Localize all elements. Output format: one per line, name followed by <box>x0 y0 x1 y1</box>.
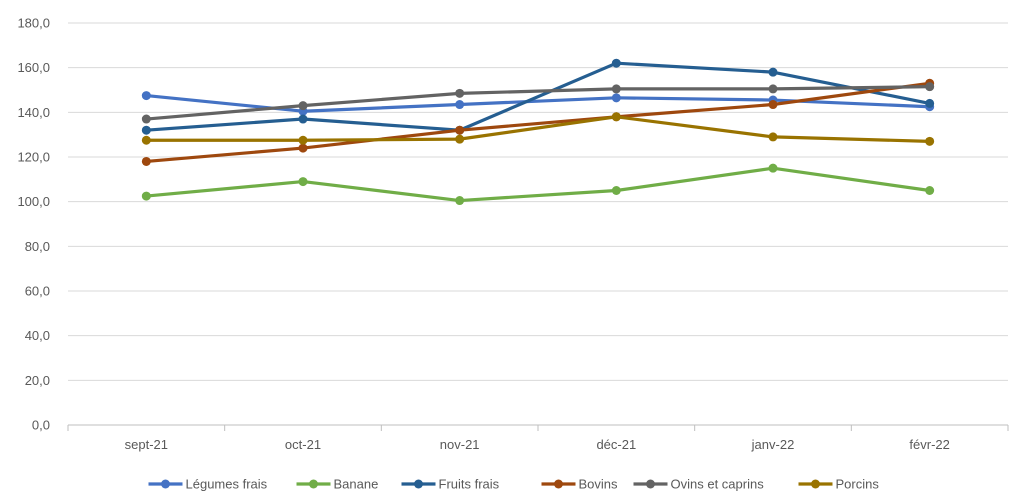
legend-label: Banane <box>334 477 379 492</box>
data-point <box>611 93 621 103</box>
series-line <box>144 85 932 121</box>
data-point <box>768 163 778 173</box>
legend-item: Fruits frais <box>401 477 500 492</box>
y-tick-label: 180,0 <box>17 16 50 31</box>
series-line <box>144 81 932 164</box>
legend-item: Bovins <box>541 477 619 492</box>
data-point <box>611 112 621 122</box>
series-line <box>144 61 932 132</box>
legend-item: Ovins et caprins <box>633 477 765 492</box>
y-tick-label: 120,0 <box>17 150 50 165</box>
axis-layer: 0,0 20,0 40,0 60,0 80,0 100,0 120,0 140,0 160,0 1… <box>17 16 1009 452</box>
y-tick-label: 160,0 <box>17 60 50 75</box>
legend-label: Ovins et caprins <box>671 477 765 492</box>
data-point <box>141 114 151 124</box>
series-layer <box>141 58 935 206</box>
data-point <box>141 156 151 166</box>
series-4 <box>141 82 935 124</box>
data-point <box>141 135 151 145</box>
x-tick-label: nov-21 <box>440 437 480 452</box>
data-point <box>925 136 935 146</box>
legend-label: Légumes frais <box>186 477 268 492</box>
y-tick-label: 80,0 <box>25 239 50 254</box>
data-point <box>925 186 935 195</box>
series-line <box>144 166 932 203</box>
legend-swatch-marker <box>414 479 423 489</box>
legend-item: Porcins <box>798 477 880 492</box>
series-5 <box>141 112 935 146</box>
data-point <box>611 186 621 195</box>
data-point <box>298 143 308 153</box>
data-point <box>298 135 308 145</box>
data-point <box>768 100 778 110</box>
data-point <box>925 98 935 108</box>
data-point <box>298 101 308 111</box>
legend-swatch-marker <box>161 479 170 489</box>
legend-item: Légumes frais <box>148 477 268 492</box>
legend-swatch-marker <box>309 479 318 489</box>
legend-label: Porcins <box>836 477 880 492</box>
grid-layer <box>68 22 1008 381</box>
y-tick-label: 20,0 <box>25 373 50 388</box>
x-tick-label: sept-21 <box>125 437 168 452</box>
legend-swatch-marker <box>554 479 563 489</box>
data-point <box>611 58 621 68</box>
legend-label: Fruits frais <box>439 477 500 492</box>
y-tick-label: 0,0 <box>32 418 50 433</box>
data-point <box>455 196 465 206</box>
legend-item: Banane <box>296 477 379 492</box>
y-tick-label: 140,0 <box>17 105 50 120</box>
data-point <box>768 132 778 142</box>
legend: Légumes frais Banane Fruits frais Bovins Ovi… <box>148 477 880 492</box>
data-point <box>455 100 465 110</box>
data-point <box>768 84 778 94</box>
y-tick-label: 100,0 <box>17 194 50 209</box>
data-point <box>455 134 465 144</box>
x-tick-label: févr-22 <box>909 437 949 452</box>
y-tick-label: 60,0 <box>25 284 50 299</box>
data-point <box>611 84 621 94</box>
x-tick-label: déc-21 <box>596 437 636 452</box>
series-line <box>144 115 932 143</box>
y-tick-label: 40,0 <box>25 328 50 343</box>
data-point <box>141 91 151 101</box>
legend-swatch-marker <box>646 479 655 489</box>
legend-label: Bovins <box>579 477 619 492</box>
data-point <box>455 125 465 135</box>
data-point <box>141 191 151 201</box>
legend-swatch-marker <box>811 479 820 489</box>
series-1 <box>141 163 935 206</box>
x-tick-label: janv-22 <box>751 437 795 452</box>
data-point <box>141 125 151 135</box>
data-point <box>455 88 465 98</box>
data-point <box>298 114 308 124</box>
data-point <box>768 67 778 77</box>
data-point <box>298 177 308 187</box>
x-tick-label: oct-21 <box>285 437 321 452</box>
data-point <box>925 82 935 92</box>
